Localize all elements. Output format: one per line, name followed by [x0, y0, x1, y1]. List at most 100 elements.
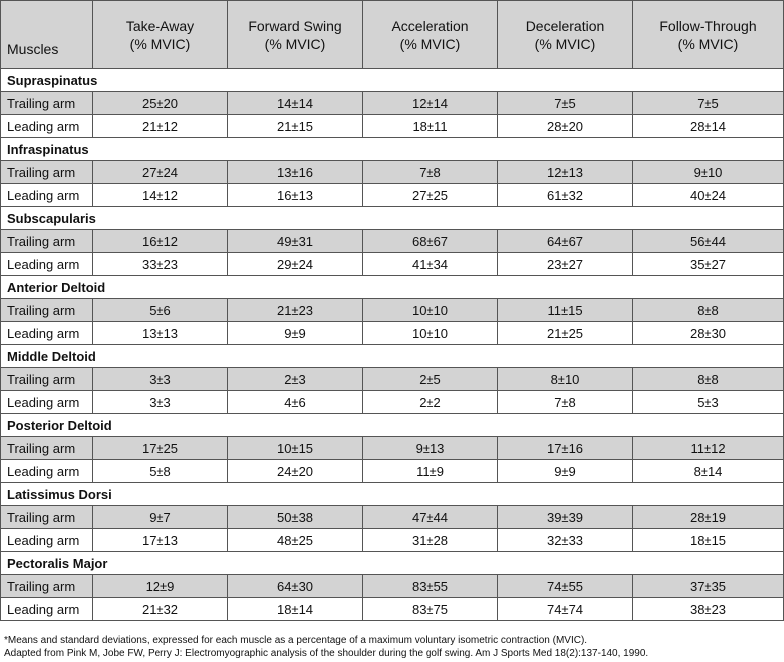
arm-label: Leading arm	[0, 528, 93, 552]
value-cell: 8±8	[632, 298, 784, 322]
value-cell: 74±55	[497, 574, 633, 598]
table-row: Trailing arm 25±20 14±14 12±14 7±5 7±5	[0, 91, 784, 115]
value-cell: 11±12	[632, 436, 784, 460]
value-cell: 56±44	[632, 229, 784, 253]
muscle-group-row: Pectoralis Major	[0, 551, 784, 575]
arm-label: Leading arm	[0, 114, 93, 138]
value-cell: 74±74	[497, 597, 633, 621]
value-cell: 23±27	[497, 252, 633, 276]
value-cell: 28±20	[497, 114, 633, 138]
emg-table: Muscles Take-Away (% MVIC) Forward Swing(…	[0, 0, 784, 621]
muscle-name: Latissimus Dorsi	[0, 482, 784, 506]
value-cell: 10±15	[227, 436, 363, 460]
table-row: Leading arm 33±23 29±24 41±34 23±27 35±27	[0, 252, 784, 276]
muscle-group-row: Subscapularis	[0, 206, 784, 230]
value-cell: 21±23	[227, 298, 363, 322]
value-cell: 64±67	[497, 229, 633, 253]
muscle-name: Middle Deltoid	[0, 344, 784, 368]
value-cell: 16±13	[227, 183, 363, 207]
value-cell: 28±30	[632, 321, 784, 345]
emg-table-container: Muscles Take-Away (% MVIC) Forward Swing(…	[0, 0, 784, 621]
value-cell: 12±13	[497, 160, 633, 184]
value-cell: 21±12	[92, 114, 228, 138]
value-cell: 27±24	[92, 160, 228, 184]
table-header-row: Muscles Take-Away (% MVIC) Forward Swing(…	[0, 0, 784, 69]
value-cell: 11±9	[362, 459, 498, 483]
value-cell: 21±15	[227, 114, 363, 138]
value-cell: 12±14	[362, 91, 498, 115]
arm-label: Trailing arm	[0, 505, 93, 529]
table-row: Trailing arm 3±3 2±3 2±5 8±10 8±8	[0, 367, 784, 391]
value-cell: 83±75	[362, 597, 498, 621]
value-cell: 5±3	[632, 390, 784, 414]
table-body: Supraspinatus Trailing arm 25±20 14±14 12±14…	[0, 68, 784, 621]
muscle-name: Posterior Deltoid	[0, 413, 784, 437]
value-cell: 9±10	[632, 160, 784, 184]
value-cell: 13±16	[227, 160, 363, 184]
value-cell: 7±8	[497, 390, 633, 414]
value-cell: 5±8	[92, 459, 228, 483]
value-cell: 61±32	[497, 183, 633, 207]
value-cell: 14±14	[227, 91, 363, 115]
table-row: Trailing arm 9±7 50±38 47±44 39±39 28±19	[0, 505, 784, 529]
value-cell: 18±14	[227, 597, 363, 621]
value-cell: 9±13	[362, 436, 498, 460]
header-follow-through: Follow-Through (% MVIC)	[632, 0, 784, 69]
value-cell: 41±34	[362, 252, 498, 276]
value-cell: 17±16	[497, 436, 633, 460]
muscle-name: Infraspinatus	[0, 137, 784, 161]
value-cell: 40±24	[632, 183, 784, 207]
muscle-name: Subscapularis	[0, 206, 784, 230]
value-cell: 38±23	[632, 597, 784, 621]
value-cell: 5±6	[92, 298, 228, 322]
value-cell: 17±13	[92, 528, 228, 552]
table-row: Leading arm 13±13 9±9 10±10 21±25 28±30	[0, 321, 784, 345]
value-cell: 8±10	[497, 367, 633, 391]
value-cell: 9±9	[227, 321, 363, 345]
value-cell: 37±35	[632, 574, 784, 598]
header-acceleration: Acceleration (% MVIC)	[362, 0, 498, 69]
value-cell: 16±12	[92, 229, 228, 253]
header-forward-swing: Forward Swing (% MVIC)	[227, 0, 363, 69]
header-deceleration: Deceleration (% MVIC)	[497, 0, 633, 69]
value-cell: 29±24	[227, 252, 363, 276]
value-cell: 13±13	[92, 321, 228, 345]
header-take-away: Take-Away (% MVIC)	[92, 0, 228, 69]
muscle-group-row: Posterior Deltoid	[0, 413, 784, 437]
muscle-name: Supraspinatus	[0, 68, 784, 92]
arm-label: Leading arm	[0, 597, 93, 621]
arm-label: Trailing arm	[0, 574, 93, 598]
value-cell: 8±8	[632, 367, 784, 391]
footnote-source: Adapted from Pink M, Jobe FW, Perry J: E…	[4, 648, 649, 659]
muscle-name: Anterior Deltoid	[0, 275, 784, 299]
value-cell: 47±44	[362, 505, 498, 529]
table-row: Leading arm 3±3 4±6 2±2 7±8 5±3	[0, 390, 784, 414]
arm-label: Leading arm	[0, 183, 93, 207]
value-cell: 18±15	[632, 528, 784, 552]
table-row: Trailing arm 17±25 10±15 9±13 17±16 11±12	[0, 436, 784, 460]
value-cell: 49±31	[227, 229, 363, 253]
value-cell: 9±7	[92, 505, 228, 529]
value-cell: 68±67	[362, 229, 498, 253]
table-row: Leading arm 21±12 21±15 18±11 28±20 28±14	[0, 114, 784, 138]
value-cell: 25±20	[92, 91, 228, 115]
value-cell: 3±3	[92, 390, 228, 414]
footnotes: *Means and standard deviations, expresse…	[4, 634, 648, 660]
value-cell: 24±20	[227, 459, 363, 483]
muscle-group-row: Infraspinatus	[0, 137, 784, 161]
muscle-group-row: Anterior Deltoid	[0, 275, 784, 299]
muscle-group-row: Middle Deltoid	[0, 344, 784, 368]
value-cell: 12±9	[92, 574, 228, 598]
arm-label: Leading arm	[0, 390, 93, 414]
value-cell: 2±3	[227, 367, 363, 391]
value-cell: 31±28	[362, 528, 498, 552]
arm-label: Leading arm	[0, 459, 93, 483]
value-cell: 28±19	[632, 505, 784, 529]
value-cell: 10±10	[362, 298, 498, 322]
value-cell: 48±25	[227, 528, 363, 552]
value-cell: 27±25	[362, 183, 498, 207]
value-cell: 11±15	[497, 298, 633, 322]
value-cell: 83±55	[362, 574, 498, 598]
value-cell: 64±30	[227, 574, 363, 598]
value-cell: 21±32	[92, 597, 228, 621]
